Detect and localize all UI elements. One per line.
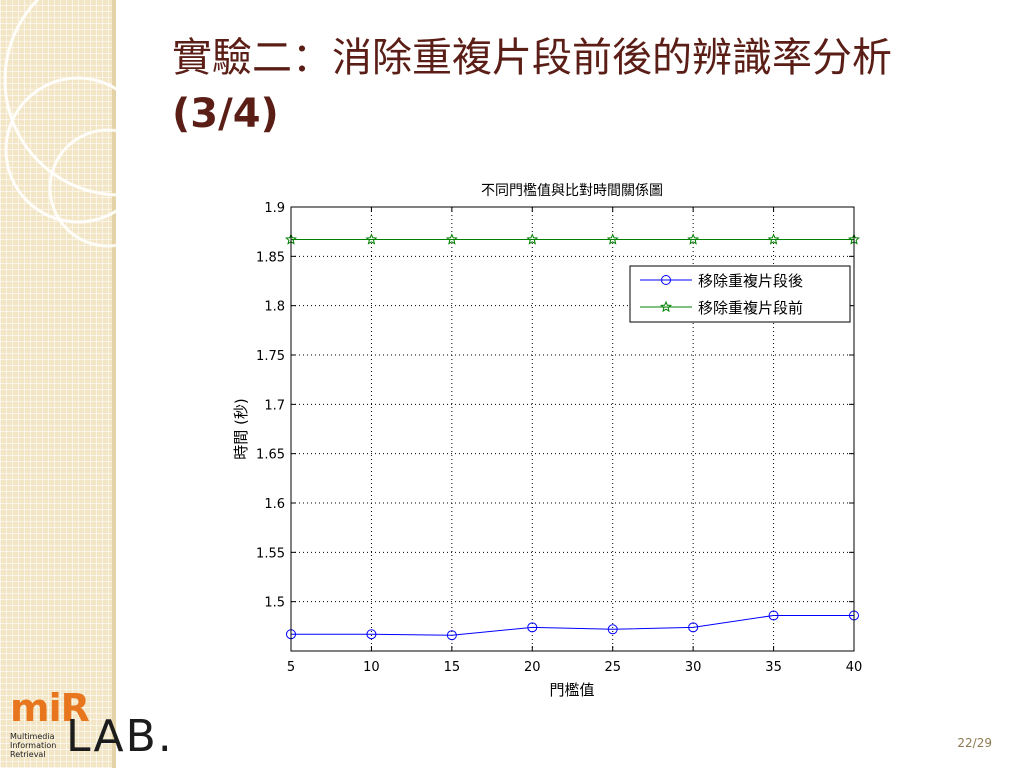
logo-subtitle: Multimedia Information Retrieval: [10, 732, 72, 759]
y-tick-label: 1.55: [256, 546, 285, 561]
logo-line-retrieval: Retrieval: [10, 750, 46, 759]
legend-marker: [660, 300, 672, 313]
x-tick-label: 20: [524, 660, 541, 675]
logo-lab-text: LAB.: [66, 711, 174, 762]
logo-line-information: Information: [10, 741, 57, 750]
y-tick-label: 1.8: [264, 300, 285, 315]
data-point: [446, 630, 457, 641]
y-axis-label: 時間 (秒): [232, 398, 250, 459]
series-layer: [285, 233, 860, 641]
x-tick-label: 5: [287, 660, 295, 675]
y-tick-label: 1.75: [256, 349, 285, 364]
x-tick-label: 10: [363, 660, 380, 675]
decorative-strip-edge: [112, 0, 116, 768]
chart-title: 不同門檻值與比對時間關係圖: [481, 182, 663, 199]
y-tick-label: 1.9: [264, 201, 285, 216]
y-tick-label: 1.85: [256, 250, 285, 265]
x-tick-label: 25: [604, 660, 621, 675]
x-tick-label: 15: [444, 660, 461, 675]
decorative-ring-small: [48, 128, 168, 248]
data-point: [687, 233, 700, 245]
axis-ticks: 5 10 15 20 25 30 35 40 1.5 1.55 1.6 1.65 1.7 1.75 1.8 1…: [256, 201, 862, 675]
logo-line-multimedia: Multimedia: [10, 732, 55, 741]
data-point: [688, 622, 699, 633]
data-point: [767, 233, 780, 245]
data-point: [365, 233, 378, 245]
slide-title-text: 實驗二：消除重複片段前後的辨識率分析: [172, 35, 892, 81]
legend-label: 移除重複片段後: [698, 272, 803, 290]
decorative-ring-large: [3, 0, 237, 197]
slide-title: 實驗二：消除重複片段前後的辨識率分析 (3/4): [172, 30, 972, 142]
y-tick-label: 1.5: [264, 596, 285, 611]
data-point: [445, 233, 458, 245]
slide-title-suffix: (3/4): [172, 91, 279, 137]
x-tick-label: 30: [685, 660, 702, 675]
data-point: [526, 233, 539, 245]
decorative-left-strip: [0, 0, 112, 768]
mirlab-logo: miR Multimedia Information Retrieval LAB…: [6, 686, 176, 766]
x-tick-label: 35: [765, 660, 782, 675]
y-tick-label: 1.6: [264, 497, 285, 512]
data-point: [607, 624, 618, 635]
logo-mark: miR: [10, 686, 90, 730]
legend-label: 移除重複片段前: [698, 299, 803, 317]
y-tick-label: 1.65: [256, 448, 285, 463]
series-line-1: [291, 614, 854, 636]
legend-marker: [661, 275, 671, 285]
decorative-rings: [3, 0, 237, 248]
plot-frame: [290, 206, 855, 652]
x-axis-label: 門檻值: [549, 681, 594, 699]
data-point: [527, 622, 538, 633]
data-point: [768, 610, 779, 621]
data-point: [366, 629, 377, 640]
y-tick-label: 1.7: [264, 398, 285, 413]
page-number: 22/29: [957, 736, 992, 750]
data-point: [606, 233, 619, 245]
x-tick-label: 40: [846, 660, 863, 675]
